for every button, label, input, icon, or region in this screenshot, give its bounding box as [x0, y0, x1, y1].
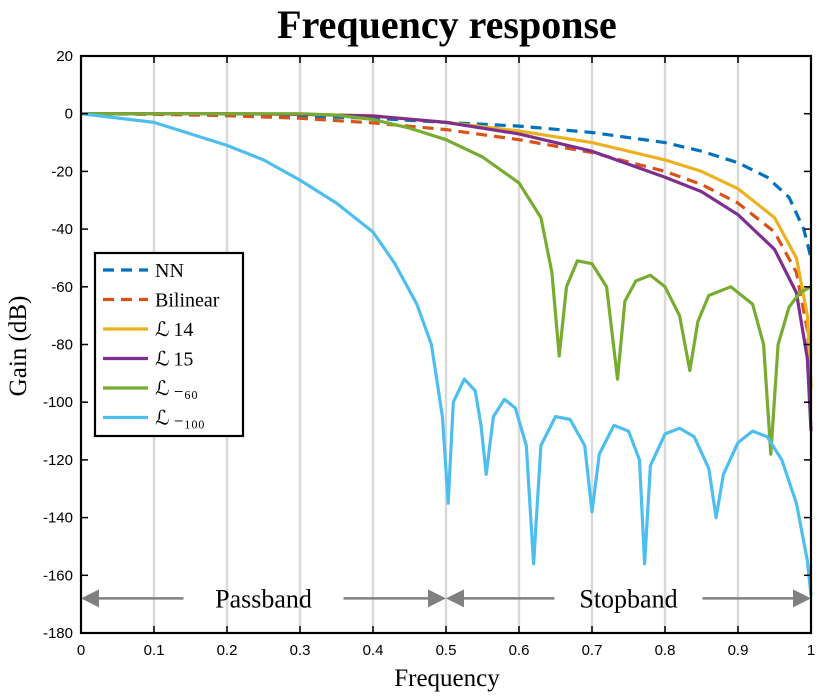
legend-label-5: ℒ ₋₁₀₀: [155, 408, 205, 430]
legend-label-1: Bilinear: [155, 290, 220, 312]
y-tick-label: -20: [51, 163, 73, 180]
legend-box: [93, 251, 245, 438]
x-tick-label: 0.4: [363, 642, 384, 659]
y-tick-label: -160: [43, 567, 73, 584]
y-tick-label: -60: [51, 279, 73, 296]
passband-arrowhead-right: [428, 589, 446, 608]
y-tick-label: 20: [56, 48, 73, 65]
stopband-arrowhead-right: [793, 589, 811, 608]
x-tick-label: 0.7: [582, 642, 603, 659]
chart-title: Frequency response: [277, 2, 617, 47]
legend-label-0: NN: [155, 260, 184, 282]
y-tick-label: -140: [43, 510, 73, 527]
x-tick-label: 0.1: [144, 642, 165, 659]
passband-label: Passband: [215, 584, 312, 613]
legend-label-3: ℒ 15: [155, 349, 193, 371]
legend-label-4: ℒ ₋₆₀: [155, 378, 198, 400]
y-tick-label: -180: [43, 625, 73, 642]
legend: NN Bilinear ℒ 14 ℒ 15 ℒ ₋₆₀ ℒ ₋₁₀₀: [93, 251, 245, 438]
x-axis-label: Frequency: [394, 665, 500, 692]
stopband-arrowhead-left: [446, 589, 464, 608]
series-line-5: [80, 112, 813, 596]
band-annotations: Passband Stopband: [81, 584, 811, 613]
x-tick-label: 0.3: [290, 642, 311, 659]
x-tick-label: 0.8: [655, 642, 676, 659]
passband-arrowhead-left: [81, 589, 99, 608]
y-tick-label: -120: [43, 452, 73, 469]
y-tick-label: -40: [51, 221, 73, 238]
legend-label-2: ℒ 14: [155, 319, 193, 341]
x-tick-label: 0.5: [436, 642, 457, 659]
y-tick-label: -100: [43, 394, 73, 411]
x-tick-label: 0.6: [509, 642, 530, 659]
x-tick-label: 1: [807, 642, 815, 659]
stopband-label: Stopband: [579, 584, 677, 613]
x-tick-label: 0.9: [728, 642, 749, 659]
y-tick-label: -80: [51, 337, 73, 354]
axis-ticks: 0 0.1 0.2 0.3 0.4 0.5 0.6 0.7 0.8 0.9 1 20 0 -20 -40 -6…: [43, 48, 815, 659]
y-axis-label: Gain (dB): [5, 296, 32, 397]
series-line-4: [81, 112, 812, 456]
x-tick-label: 0: [77, 642, 85, 659]
y-tick-label: 0: [65, 106, 73, 123]
series-lines: [80, 112, 813, 596]
x-tick-label: 0.2: [217, 642, 238, 659]
